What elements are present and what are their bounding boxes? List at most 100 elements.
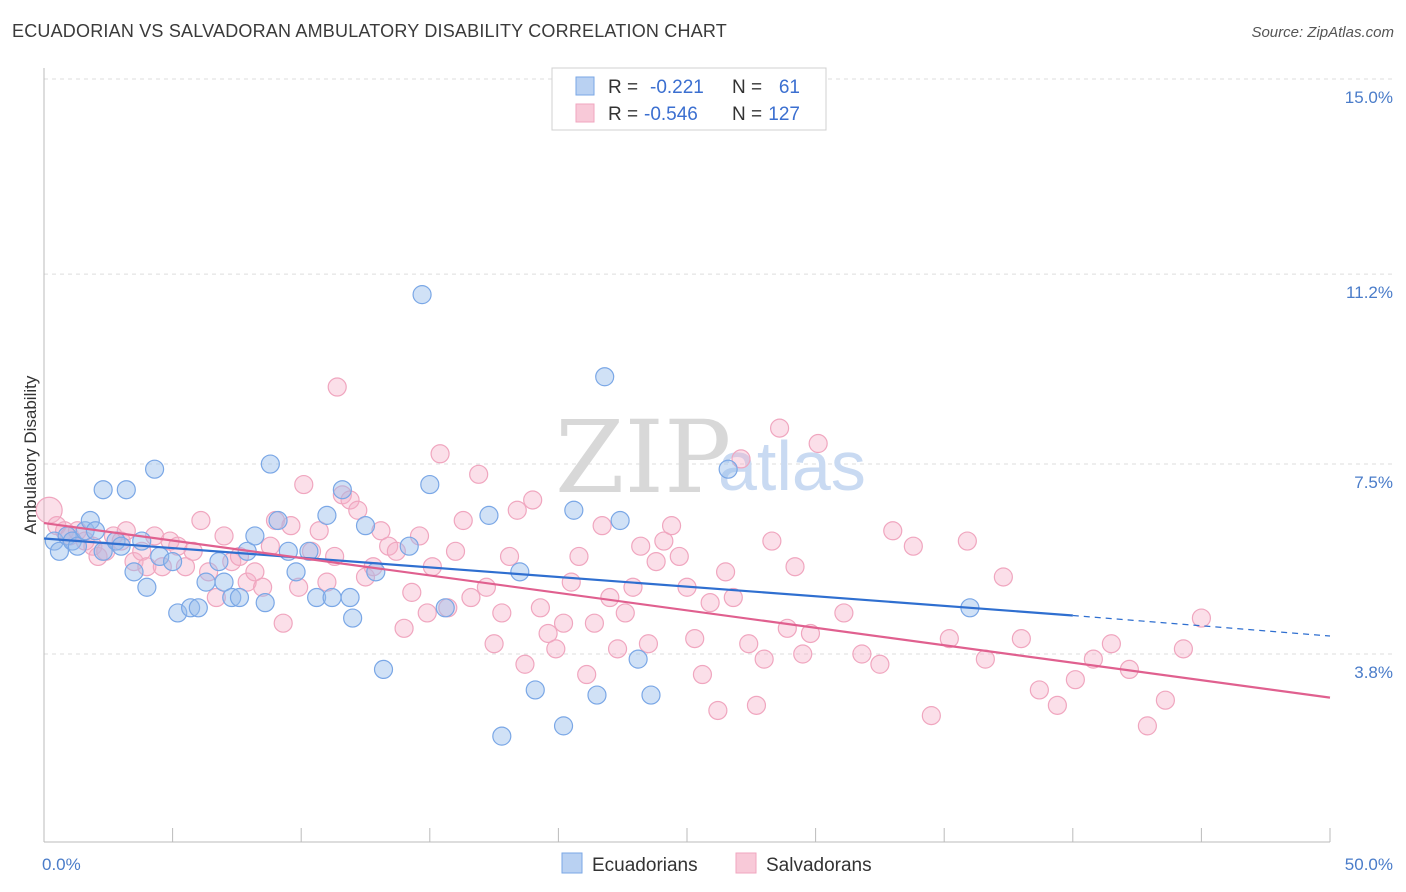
salvadoran-point-106 (883, 521, 903, 541)
series-legend: Ecuadorians Salvadorans (561, 852, 872, 876)
watermark-atlas: atlas (718, 427, 866, 505)
salvadoran-point-89 (708, 700, 728, 721)
salvadoran-point-38 (317, 572, 337, 592)
salvadoran-point-117 (1083, 649, 1103, 669)
salvadoran-point-67 (538, 623, 558, 644)
ecuadorian-point-55 (628, 649, 648, 669)
ecuadorians-r-label: R = (608, 77, 638, 98)
ecuadorian-point-27 (255, 593, 275, 613)
salvadoran-point-32 (273, 613, 293, 633)
ecuadorian-point-19 (188, 598, 208, 618)
ecuadorian-point-42 (399, 536, 419, 556)
ecuadorian-point-33 (307, 587, 327, 608)
y-tick-label-3: 15.0% (1345, 88, 1393, 107)
salvadoran-point-90 (715, 562, 736, 582)
salvadoran-point-97 (769, 418, 790, 438)
salvadoran-point-66 (530, 598, 550, 618)
y-tick-labels: 3.8% 7.5% 11.2% 15.0% (1345, 88, 1393, 682)
chart-title: ECUADORIAN VS SALVADORAN AMBULATORY DISA… (12, 21, 727, 41)
salvadoran-point-48 (394, 618, 414, 638)
ecuadorians-n-value: 61 (779, 77, 800, 98)
salvadoran-point-42 (348, 500, 368, 520)
ecuadorian-point-41 (373, 659, 394, 680)
ecuadorian-point-49 (525, 680, 545, 700)
salvadoran-point-71 (569, 546, 589, 567)
salvadoran-point-115 (1047, 695, 1067, 715)
stats-legend: R = -0.221 N = 61 R = -0.546 N = 127 (551, 67, 827, 131)
ecuadorian-point-43 (412, 285, 432, 305)
salvadoran-point-112 (993, 567, 1013, 587)
ecuadorian-point-16 (163, 551, 183, 572)
ecuadorian-point-39 (355, 516, 376, 536)
salvadoran-point-80 (638, 634, 659, 654)
salvadoran-point-24 (214, 526, 234, 546)
salvadoran-point-29 (253, 577, 273, 597)
salvadorans-legend-label: Salvadorans (766, 855, 872, 876)
ecuadorian-point-22 (214, 572, 234, 592)
salvadoran-point-70 (561, 572, 581, 592)
salvadorans-bottom-swatch (735, 852, 757, 874)
ecuadorian-point-45 (435, 598, 455, 618)
salvadoran-point-49 (402, 582, 422, 602)
salvadoran-point-76 (607, 639, 628, 659)
ecuadorian-point-46 (479, 505, 499, 525)
salvadoran-point-12 (124, 551, 144, 572)
salvadoran-point-60 (484, 634, 504, 654)
ecuadorian-point-29 (268, 510, 288, 531)
ecuadorian-point-23 (222, 587, 242, 608)
ecuadorian-point-34 (317, 505, 337, 525)
salvadoran-point-88 (700, 593, 720, 613)
ecuadorian-point-56 (641, 685, 661, 705)
ecuadorian-point-44 (420, 474, 440, 495)
salvadoran-point-61 (492, 603, 512, 623)
salvadoran-point-94 (746, 695, 767, 715)
salvadoran-point-122 (1173, 639, 1193, 659)
salvadoran-point-96 (762, 531, 782, 551)
salvadoran-point-73 (584, 613, 605, 633)
ecuadorian-point-10 (111, 536, 131, 556)
salvadoran-point-84 (669, 546, 689, 567)
salvadoran-point-23 (206, 587, 226, 608)
salvadoran-point-59 (476, 577, 496, 597)
salvadoran-point-105 (870, 654, 890, 674)
ecuadorian-point-1 (49, 541, 70, 561)
ecuadorian-point-17 (168, 603, 188, 623)
gridlines (44, 78, 1392, 655)
watermark: ZIP atlas (555, 399, 866, 516)
salvadoran-point-78 (623, 577, 643, 597)
salvadoran-point-77 (615, 603, 635, 623)
salvadoran-point-92 (731, 449, 751, 469)
ecuadorians-legend-label: Ecuadorians (592, 855, 698, 876)
salvadoran-point-53 (430, 444, 450, 464)
salvadoran-point-28 (245, 562, 265, 582)
salvadoran-point-116 (1065, 670, 1085, 690)
ecuadorians-n-label: N = (732, 77, 762, 98)
salvadoran-point-108 (921, 706, 941, 726)
salvadoran-point-121 (1155, 690, 1175, 710)
salvadoran-point-64 (515, 654, 535, 674)
salvadoran-point-101 (800, 623, 821, 644)
ecuadorian-point-37 (340, 587, 360, 608)
salvadoran-point-111 (975, 649, 995, 669)
salvadoran-point-56 (453, 510, 473, 531)
salvadoran-point-104 (852, 644, 872, 664)
salvadoran-point-86 (685, 628, 705, 649)
salvadorans-trendline (43, 521, 1331, 699)
ecuadorian-point-21 (209, 551, 229, 572)
salvadoran-point-34 (289, 577, 309, 597)
salvadoran-point-113 (1011, 628, 1031, 649)
salvadoran-point-107 (903, 536, 923, 556)
ecuadorian-point-36 (332, 480, 352, 500)
salvadoran-point-55 (445, 541, 466, 561)
ecuadorians-legend-swatch (575, 76, 595, 96)
ecuadorian-point-51 (564, 500, 584, 520)
salvadoran-point-118 (1101, 634, 1121, 654)
salvadoran-point-62 (499, 546, 520, 567)
ecuadorian-point-40 (366, 562, 386, 582)
ecuadorian-point-14 (144, 459, 165, 479)
y-axis-label: Ambulatory Disability (21, 375, 40, 534)
salvadoran-point-103 (834, 603, 854, 623)
ecuadorian-point-28 (260, 454, 280, 474)
salvadoran-point-19 (175, 557, 196, 577)
